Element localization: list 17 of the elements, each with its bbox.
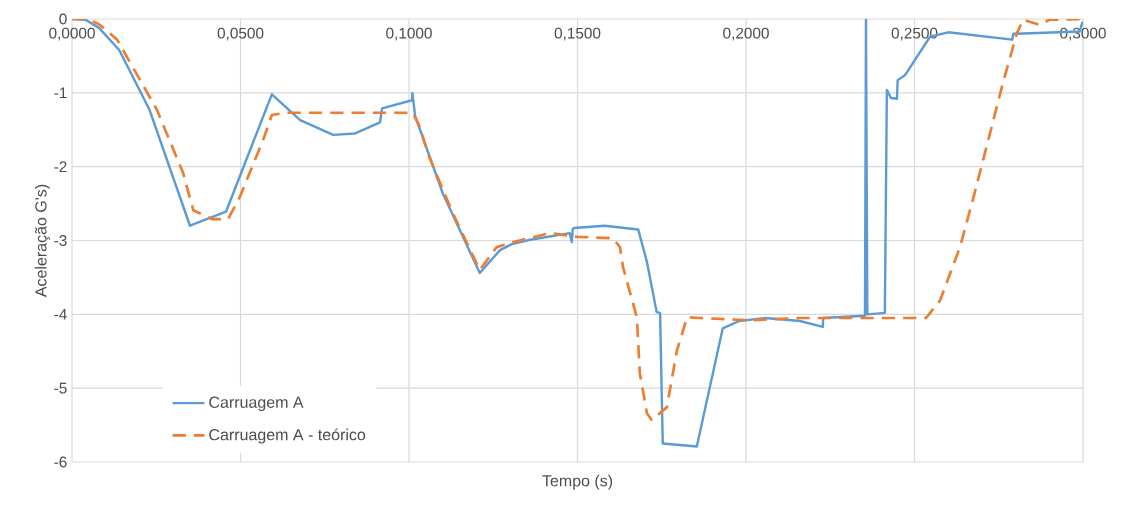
- x-tick-label: 0,1500: [554, 27, 601, 41]
- y-axis-title: Aceleração G's): [34, 184, 50, 298]
- legend-label: Carruagem A: [209, 396, 304, 412]
- y-tick-label: -5: [54, 382, 67, 394]
- x-tick-label: 0,0000: [49, 27, 95, 41]
- y-tick-label: -6: [54, 456, 67, 468]
- x-tick-label: 0,1000: [386, 27, 432, 41]
- y-tick-label: 0: [59, 13, 67, 25]
- y-tick-label: -2: [54, 161, 67, 173]
- x-axis-title: Tempo (s): [542, 474, 613, 490]
- y-tick-label: -3: [54, 235, 67, 246]
- x-tick-label: 0,0500: [217, 27, 264, 41]
- legend-label: Carruagem A - teórico: [209, 428, 366, 444]
- y-tick-label: -4: [54, 309, 67, 320]
- x-tick-label: 0,2000: [723, 27, 769, 41]
- x-tick-label: 0,2500: [891, 27, 938, 41]
- y-tick-label: -1: [54, 87, 67, 99]
